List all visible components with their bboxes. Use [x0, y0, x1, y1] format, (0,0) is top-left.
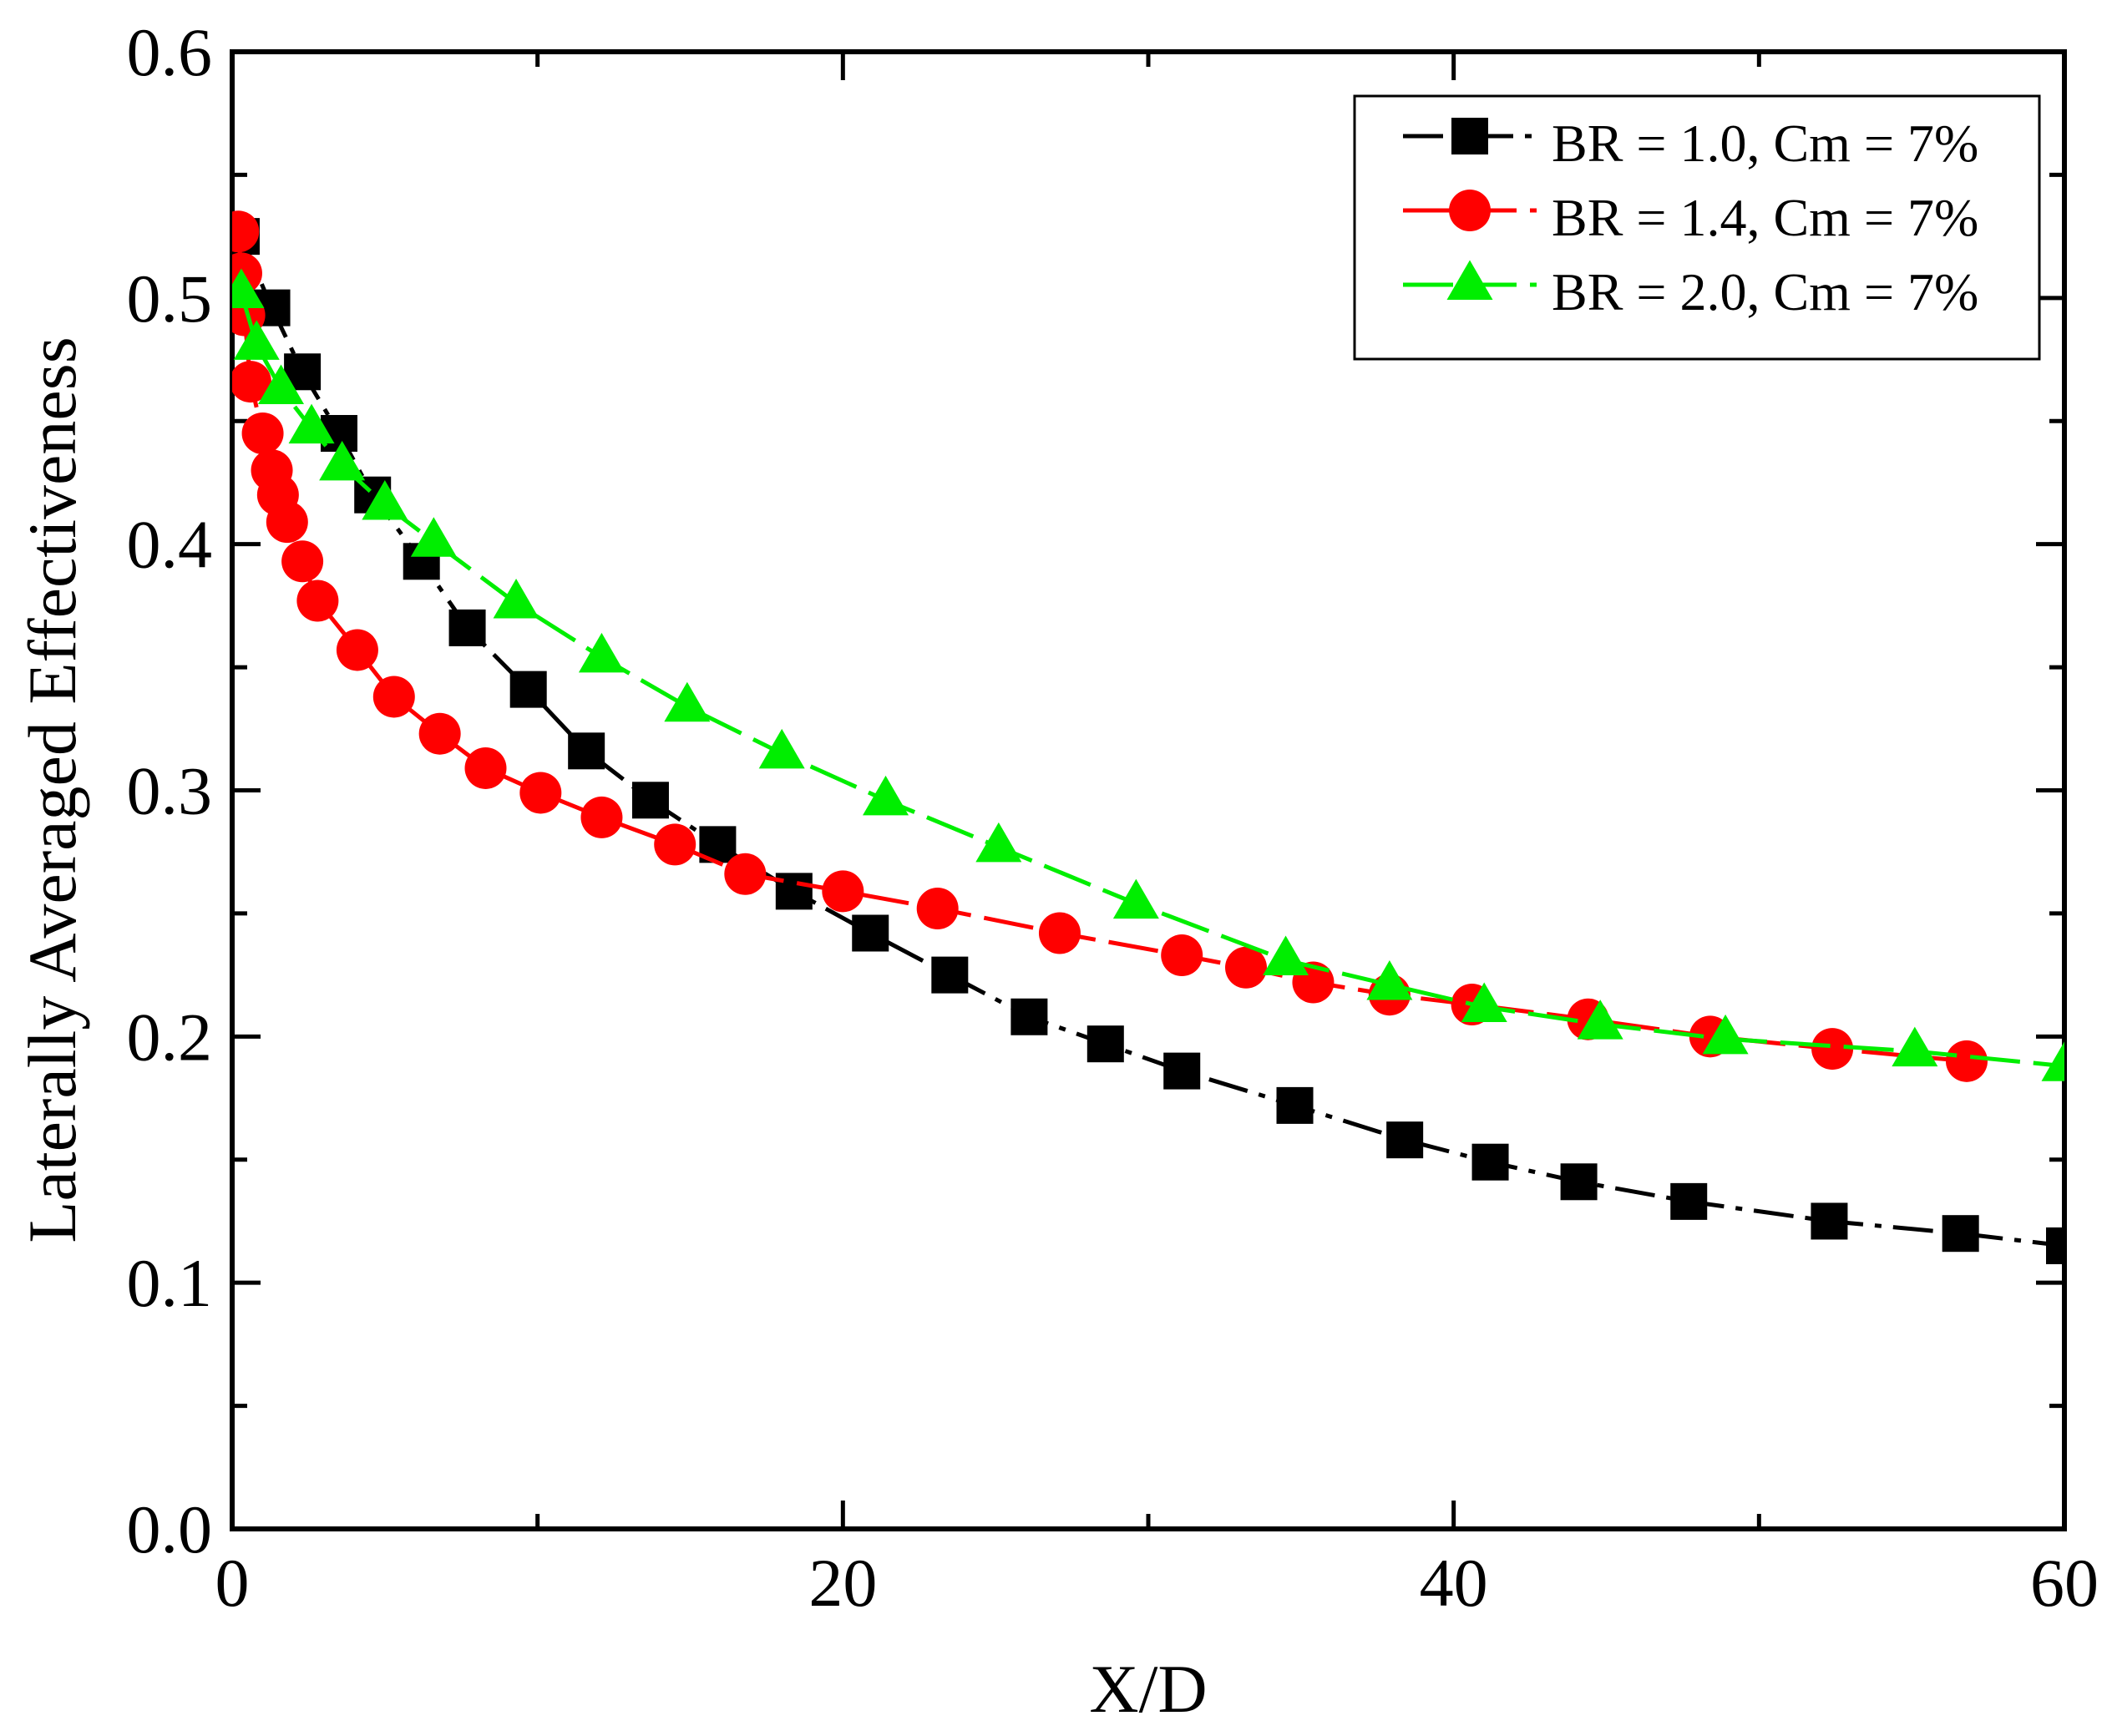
- data-point: [975, 822, 1022, 863]
- data-point: [580, 796, 623, 838]
- data-point: [1811, 1202, 1848, 1240]
- data-point: [2041, 1041, 2064, 1081]
- legend-label-br-1-0: BR = 1.0, Cm = 7%: [1552, 114, 1978, 173]
- legend-entries: [1403, 118, 1537, 301]
- data-point: [464, 747, 507, 789]
- y-tick-label: 0.2: [127, 999, 213, 1075]
- data-point: [1163, 1052, 1201, 1090]
- data-point: [258, 364, 305, 404]
- data-point: [1811, 1028, 1854, 1070]
- series-1: [232, 218, 2064, 1264]
- data-point: [654, 823, 696, 866]
- legend-label-br-2-0: BR = 2.0, Cm = 7%: [1552, 262, 1978, 321]
- data-point: [519, 772, 562, 814]
- y-tick-label: 0.3: [127, 753, 213, 829]
- x-tick-label: 60: [2030, 1545, 2099, 1621]
- data-point: [448, 609, 486, 646]
- series-3: [232, 268, 2064, 1081]
- data-point: [631, 782, 669, 819]
- y-tick-label: 0.5: [127, 261, 213, 337]
- data-point: [931, 956, 969, 994]
- data-point: [1577, 1000, 1623, 1040]
- data-point: [1276, 1086, 1314, 1124]
- data-point: [664, 681, 711, 722]
- data-point: [410, 517, 457, 557]
- data-point: [1670, 1182, 1708, 1220]
- data-point: [1038, 912, 1081, 954]
- y-tick-label: 0.4: [127, 507, 213, 583]
- data-point: [863, 775, 909, 816]
- x-tick-label: 40: [1420, 1545, 1488, 1621]
- data-point: [1263, 935, 1309, 975]
- legend-label-br-1-4: BR = 1.4, Cm = 7%: [1552, 188, 1978, 247]
- data-point: [319, 440, 366, 481]
- x-tick-label: 20: [808, 1545, 877, 1621]
- data-point: [822, 870, 864, 913]
- data-point: [1086, 1025, 1124, 1063]
- x-tick-label: 0: [215, 1545, 250, 1621]
- y-axis-title: Laterally Averaged Effectiveness: [14, 337, 90, 1243]
- data-point: [1942, 1215, 1979, 1253]
- data-point: [758, 728, 805, 769]
- axis-tick-labels: 0 20 40 60 0.0 0.1 0.2 0.3 0.4 0.5 0.6: [127, 14, 2099, 1621]
- data-point: [241, 412, 284, 454]
- legend: BR = 1.0, Cm = 7% BR = 1.4, Cm = 7% BR =…: [1353, 94, 2041, 361]
- series-layer: [232, 210, 2064, 1264]
- data-point: [288, 403, 335, 444]
- data-point: [578, 632, 625, 673]
- data-point: [1112, 878, 1159, 919]
- data-point: [1010, 998, 1048, 1035]
- data-point: [336, 629, 378, 671]
- data-point: [1225, 946, 1268, 989]
- data-point: [1461, 982, 1507, 1023]
- data-point: [232, 210, 260, 253]
- data-point: [266, 501, 308, 544]
- data-point: [1161, 934, 1203, 977]
- data-point: [362, 480, 408, 520]
- y-tick-label: 0.0: [127, 1491, 213, 1567]
- data-point: [2046, 1227, 2064, 1264]
- data-point: [852, 914, 889, 952]
- data-point: [232, 361, 271, 403]
- legend-marker: [1451, 118, 1488, 154]
- series-line: [239, 235, 2064, 1248]
- data-point: [916, 888, 959, 930]
- data-point: [1386, 1121, 1424, 1159]
- data-point: [493, 578, 539, 619]
- data-point: [1560, 1163, 1598, 1201]
- data-point: [1366, 959, 1413, 1000]
- data-point: [372, 676, 415, 718]
- data-point: [1945, 1040, 1988, 1082]
- data-point: [281, 540, 324, 583]
- data-point: [568, 732, 605, 770]
- data-point: [233, 320, 280, 360]
- data-point: [1702, 1014, 1749, 1055]
- y-tick-label: 0.6: [127, 14, 213, 90]
- data-point: [296, 580, 339, 622]
- data-point: [724, 853, 767, 895]
- data-point: [509, 671, 547, 708]
- y-tick-label: 0.1: [127, 1245, 213, 1321]
- legend-marker: [1449, 190, 1491, 231]
- data-point: [1471, 1143, 1509, 1181]
- data-point: [1892, 1026, 1938, 1067]
- data-point: [418, 712, 461, 755]
- x-axis-title: X/D: [1089, 1651, 1207, 1727]
- axis-ticks: [230, 49, 2067, 1531]
- legend-marker: [1446, 260, 1493, 301]
- data-point: [232, 268, 265, 308]
